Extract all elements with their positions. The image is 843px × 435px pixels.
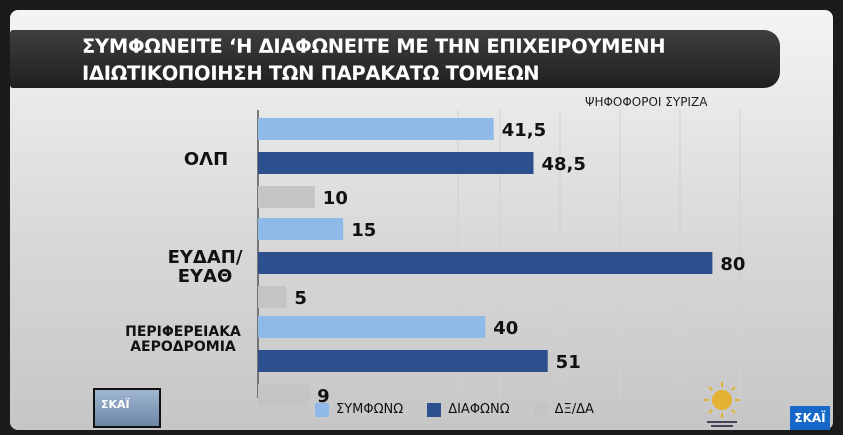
chart-subtitle: ΨΗΦΟΦΟΡΟΙ ΣΥΡΙΖΑ	[585, 95, 708, 109]
channel-logo: ΣΚΑΪ	[93, 388, 161, 428]
legend-label-2: ΔΙΑΦΩΝΩ	[448, 402, 510, 417]
chart-title-line-1: ΣΥΜΦΩΝΕΙΤΕ ‘Η ΔΙΑΦΩΝΕΙΤΕ ΜΕ ΤΗΝ ΕΠΙΧΕΙΡΟ…	[82, 35, 666, 58]
chart-title-line-2: ΙΔΙΩΤΙΚΟΠΟΙΗΣΗ ΤΩΝ ΠΑΡΑΚΑΤΩ ΤΟΜΕΩΝ	[82, 62, 540, 85]
data-label-3-2: 51	[556, 352, 581, 373]
bar-2-3	[258, 286, 287, 308]
data-label-2-2: 80	[720, 254, 745, 275]
legend-item-1: ΣΥΜΦΩΝΩ	[315, 402, 403, 417]
data-label-1-2: 48,5	[541, 154, 585, 175]
legend: ΣΥΜΦΩΝΩ ΔΙΑΦΩΝΩ ΔΞ/ΔΑ	[315, 402, 594, 417]
legend-item-2: ΔΙΑΦΩΝΩ	[427, 402, 510, 417]
title-bar	[10, 30, 780, 88]
legend-label-1: ΣΥΜΦΩΝΩ	[336, 402, 404, 417]
bar-1-2	[258, 152, 534, 174]
skai-corner-logo: ΣΚΑΪ	[790, 406, 830, 430]
legend-swatch-1	[315, 402, 329, 417]
data-label-2-3: 5	[294, 288, 307, 309]
data-label-1-1: 41,5	[502, 120, 546, 141]
bar-3-1	[258, 316, 486, 338]
legend-swatch-3	[533, 402, 548, 417]
bar-2-2	[258, 252, 713, 274]
bar-3-2	[258, 350, 548, 372]
category-label-3: ΠΕΡΙΦΕΡΕΙΑΚΑ ΑΕΡΟΔΡΟΜΙΑ	[125, 324, 241, 356]
university-sun-logo	[704, 382, 740, 427]
bar-3-3	[258, 384, 310, 406]
legend-label-3: ΔΞ/ΔΑ	[554, 402, 594, 417]
bar-1-3	[258, 186, 315, 208]
data-label-2-1: 15	[351, 220, 376, 241]
legend-swatch-2	[427, 402, 442, 417]
category-label-1: ΟΛΠ	[183, 149, 229, 170]
bar-2-1	[258, 218, 344, 240]
channel-logo-text: ΣΚΑΪ	[101, 398, 130, 411]
data-label-3-3: 9	[317, 386, 330, 407]
data-label-3-1: 40	[493, 318, 518, 339]
legend-item-3: ΔΞ/ΔΑ	[533, 402, 594, 417]
bar-1-1	[258, 118, 494, 140]
data-label-1-3: 10	[323, 188, 348, 209]
category-label-2: ΕΥΔΑΠ/ ΕΥΑΘ	[167, 247, 243, 288]
